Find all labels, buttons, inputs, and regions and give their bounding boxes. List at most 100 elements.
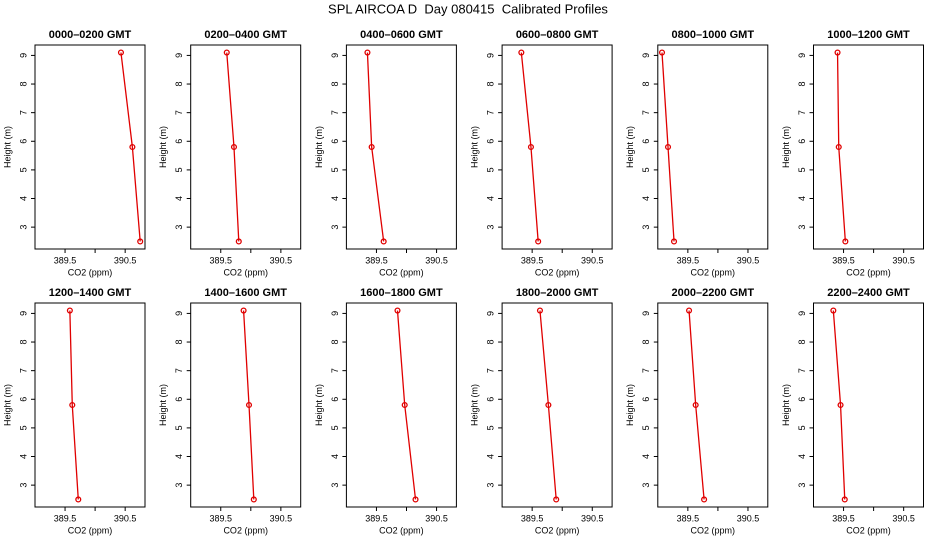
y-axis-label: Height (m)	[2, 126, 12, 168]
x-tick-label: 389.5	[832, 513, 855, 523]
x-tick-label: 390.5	[270, 513, 293, 523]
x-tick-label: 390.5	[892, 513, 915, 523]
x-tick-label: 390.5	[425, 513, 448, 523]
y-tick-label: 6	[174, 397, 184, 402]
y-tick-label: 5	[18, 425, 28, 430]
y-tick-label: 7	[18, 110, 28, 115]
x-tick-label: 389.5	[209, 255, 232, 265]
y-tick-label: 3	[330, 483, 340, 488]
y-tick-label: 8	[330, 340, 340, 345]
y-tick-label: 3	[485, 483, 495, 488]
x-axis-label: CO2 (ppm)	[379, 525, 424, 535]
y-tick-label: 5	[485, 425, 495, 430]
x-axis-label: CO2 (ppm)	[846, 525, 891, 535]
x-tick-label: 389.5	[521, 255, 544, 265]
y-tick-label: 5	[18, 167, 28, 172]
panel-title: 0800–1000 GMT	[672, 29, 755, 41]
point	[837, 401, 844, 409]
y-tick-label: 4	[330, 196, 340, 201]
y-tick-label: 6	[641, 139, 651, 144]
y-tick-label: 5	[330, 167, 340, 172]
point	[834, 49, 841, 56]
point	[412, 496, 419, 503]
panel-title: 1600–1800 GMT	[360, 287, 443, 299]
y-tick-label: 3	[485, 225, 495, 230]
point	[230, 143, 238, 151]
point	[401, 401, 408, 409]
point	[245, 401, 253, 409]
y-tick-label: 6	[797, 139, 807, 144]
x-tick-label: 389.5	[832, 255, 855, 265]
plot-box	[345, 302, 457, 508]
y-tick-label: 3	[18, 483, 28, 488]
y-tick-label: 6	[797, 397, 807, 402]
y-tick-label: 4	[330, 454, 340, 459]
point	[394, 307, 401, 314]
x-axis-label: CO2 (ppm)	[691, 267, 736, 277]
x-axis-label: CO2 (ppm)	[535, 267, 580, 277]
y-tick-label: 9	[641, 311, 651, 316]
plot-box	[34, 302, 146, 508]
x-axis-label: CO2 (ppm)	[535, 525, 580, 535]
panel-title: 1400–1600 GMT	[204, 287, 287, 299]
y-tick-label: 7	[18, 368, 28, 373]
x-tick-label: 389.5	[209, 513, 232, 523]
y-tick-label: 8	[18, 340, 28, 345]
plot-box	[657, 302, 769, 508]
x-axis-label: CO2 (ppm)	[68, 525, 113, 535]
y-tick-label: 7	[330, 368, 340, 373]
x-tick-label: 389.5	[54, 255, 77, 265]
point	[250, 496, 257, 503]
y-axis-label: Height (m)	[158, 384, 168, 426]
x-axis-label: CO2 (ppm)	[68, 267, 113, 277]
x-tick-label: 390.5	[270, 255, 293, 265]
y-tick-label: 9	[485, 53, 495, 58]
y-tick-label: 8	[641, 340, 651, 345]
x-tick-label: 389.5	[365, 513, 388, 523]
y-tick-label: 5	[797, 167, 807, 172]
profile-line	[366, 52, 385, 242]
point	[670, 238, 678, 245]
y-tick-label: 7	[641, 368, 651, 373]
y-axis-label: Height (m)	[781, 126, 791, 168]
profile-line	[242, 310, 255, 500]
x-axis-label: CO2 (ppm)	[379, 267, 424, 277]
plot-box	[190, 302, 302, 508]
point	[129, 143, 136, 151]
y-tick-label: 4	[797, 196, 807, 201]
profile-line	[520, 52, 539, 242]
y-axis-label: Height (m)	[625, 126, 635, 168]
point	[235, 238, 242, 245]
y-tick-label: 9	[18, 311, 28, 316]
profile-line	[69, 310, 79, 500]
y-axis-label: Height (m)	[469, 126, 479, 168]
panel-title: 2000–2200 GMT	[672, 287, 755, 299]
x-axis-label: CO2 (ppm)	[223, 525, 268, 535]
panel-title: 0400–0600 GMT	[360, 29, 443, 41]
profile-line	[661, 52, 675, 242]
point	[137, 238, 144, 245]
y-tick-label: 9	[18, 53, 28, 58]
plot-box	[501, 302, 613, 508]
y-tick-label: 4	[641, 454, 651, 459]
x-tick-label: 390.5	[737, 513, 760, 523]
y-tick-label: 7	[641, 110, 651, 115]
y-tick-label: 6	[485, 139, 495, 144]
plot-box	[190, 44, 302, 250]
y-axis-label: Height (m)	[781, 384, 791, 426]
x-tick-label: 390.5	[737, 255, 760, 265]
y-tick-label: 3	[330, 225, 340, 230]
point	[664, 143, 672, 151]
y-tick-label: 3	[174, 483, 184, 488]
x-tick-label: 389.5	[365, 255, 388, 265]
plot-box	[813, 44, 924, 250]
y-tick-label: 5	[330, 425, 340, 430]
plot-box	[345, 44, 457, 250]
y-tick-label: 8	[485, 82, 495, 87]
point	[240, 307, 247, 314]
y-tick-label: 9	[641, 53, 651, 58]
y-axis-label: Height (m)	[469, 384, 479, 426]
profile-line	[226, 52, 240, 242]
point	[545, 401, 552, 409]
point	[380, 238, 387, 245]
